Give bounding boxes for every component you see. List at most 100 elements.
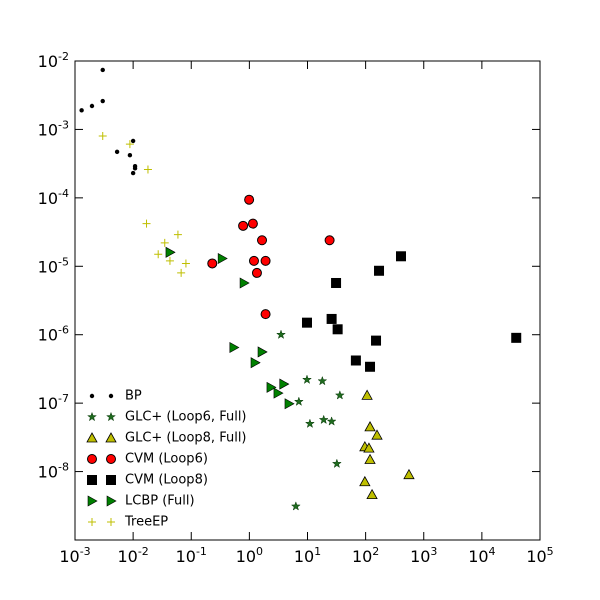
legend-marker: [106, 454, 116, 464]
point: [89, 103, 95, 109]
legend-marker: [88, 518, 96, 526]
legend-marker: [87, 475, 97, 485]
legend-marker: [106, 495, 117, 507]
point: [165, 256, 174, 265]
point: [217, 252, 228, 264]
point: [324, 235, 335, 246]
legend-label: LCBP (Full): [125, 494, 195, 509]
point: [165, 246, 176, 258]
x-tick-label: 105: [526, 545, 553, 566]
point: [374, 265, 385, 276]
y-tick-label: 10-6: [38, 324, 69, 345]
point: [132, 166, 138, 171]
point: [130, 138, 136, 144]
legend-marker: [108, 393, 114, 399]
y-tick-label: 10-5: [38, 255, 69, 276]
point: [257, 235, 268, 246]
point: [100, 67, 105, 73]
point: [317, 375, 328, 386]
point: [326, 416, 337, 426]
point: [364, 421, 376, 432]
point: [244, 194, 255, 205]
point: [301, 317, 312, 328]
point: [248, 255, 259, 266]
point: [260, 309, 271, 320]
point: [331, 277, 342, 288]
legend-label: CVM (Loop8): [125, 473, 208, 488]
point: [326, 313, 337, 324]
x-tick-label: 104: [468, 545, 495, 566]
point: [177, 268, 186, 277]
point: [251, 267, 262, 278]
point: [318, 414, 329, 425]
legend-label: BP: [125, 389, 142, 404]
point: [130, 170, 136, 176]
point: [364, 453, 376, 464]
legend-marker: [87, 495, 98, 507]
point: [260, 255, 271, 266]
point: [238, 220, 249, 231]
legend-marker: [106, 475, 116, 485]
legend-label: GLC+ (Loop8, Full): [125, 431, 247, 446]
x-tick-label: 10-2: [117, 545, 148, 566]
point: [361, 389, 373, 400]
x-tick-label: 103: [410, 545, 437, 566]
x-tick-label: 100: [236, 545, 263, 566]
legend-label: CVM (Loop6): [125, 452, 208, 467]
point: [403, 468, 415, 480]
legend-marker: [107, 518, 115, 526]
legend-marker: [86, 432, 98, 443]
point: [511, 332, 522, 343]
point: [359, 475, 371, 487]
y-tick-label: 10-2: [38, 50, 69, 71]
point: [98, 132, 107, 141]
point: [350, 355, 361, 366]
point: [304, 418, 315, 428]
point: [160, 238, 169, 247]
legend-marker: [105, 411, 117, 422]
point: [247, 218, 258, 229]
x-tick-label: 10-1: [176, 545, 207, 566]
legend-label: TreeEP: [124, 515, 168, 530]
x-tick-label: 10-3: [59, 545, 90, 566]
point: [143, 165, 152, 174]
point: [293, 396, 304, 406]
point: [207, 258, 218, 269]
point: [301, 374, 312, 384]
legend-marker: [87, 454, 97, 464]
y-tick-label: 10-8: [38, 461, 69, 482]
point: [127, 153, 133, 158]
y-tick-label: 10-4: [38, 187, 69, 208]
point: [257, 346, 268, 358]
point: [395, 251, 406, 262]
legend-marker: [86, 411, 98, 422]
point: [284, 398, 295, 410]
point: [173, 230, 182, 239]
point: [154, 250, 163, 259]
point: [363, 442, 375, 453]
y-tick-label: 10-7: [38, 392, 69, 413]
point: [275, 329, 287, 339]
point: [100, 98, 105, 104]
point: [239, 277, 250, 289]
point: [114, 149, 120, 155]
point: [250, 357, 261, 369]
point: [371, 335, 382, 346]
point: [332, 324, 343, 335]
point: [279, 378, 290, 390]
y-tick-label: 10-3: [38, 118, 69, 139]
point: [331, 458, 342, 469]
point: [334, 390, 345, 400]
legend-marker: [105, 432, 117, 443]
x-tick-label: 101: [294, 545, 321, 566]
legend-label: GLC+ (Loop6, Full): [125, 410, 247, 425]
point: [366, 488, 378, 500]
point: [266, 381, 277, 393]
point: [79, 108, 84, 113]
point: [181, 259, 190, 268]
x-tick-label: 102: [352, 545, 379, 566]
legend-marker: [89, 393, 95, 399]
point: [371, 429, 383, 440]
